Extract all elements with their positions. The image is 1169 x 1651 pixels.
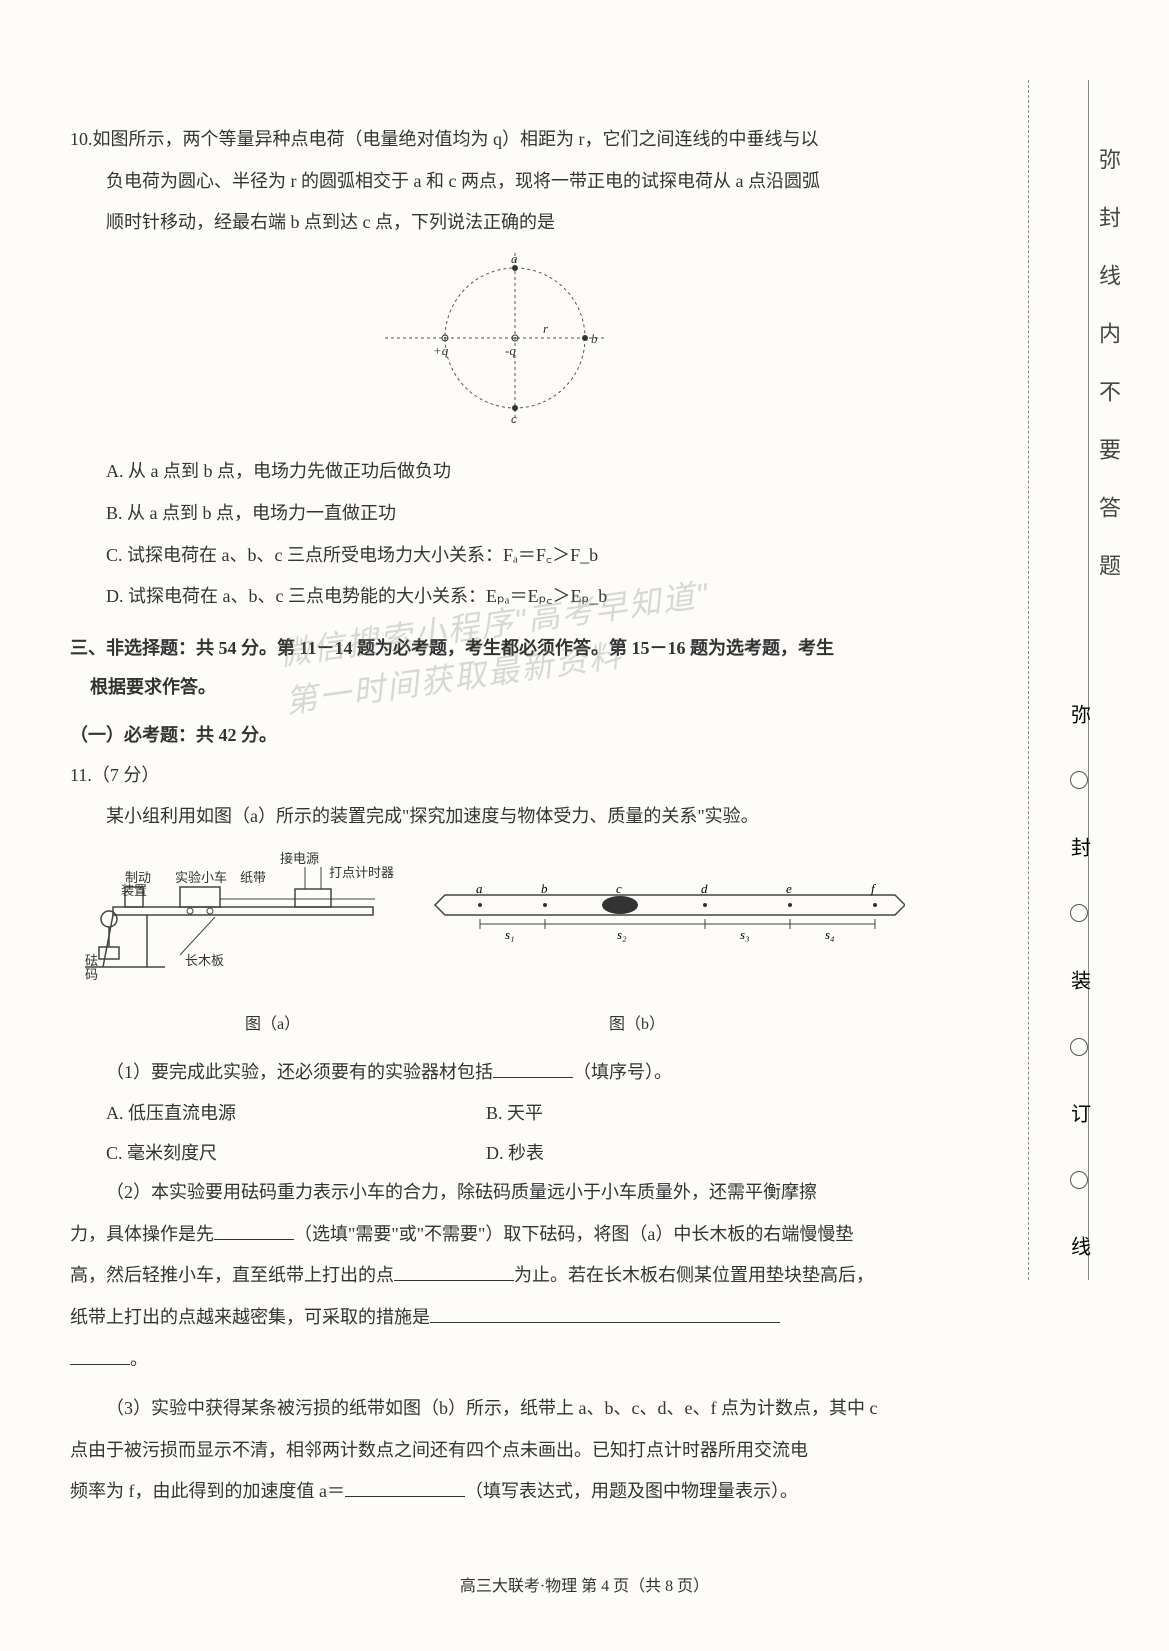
blank-5[interactable] [345, 1476, 465, 1498]
q11-p3-l3: 频率为 f，由此得到的加速度值 a＝ （填写表达式，用题及图中物理量表示）。 [70, 1472, 920, 1512]
svg-text:c: c [511, 411, 517, 423]
binding-circle-icon [1070, 771, 1088, 789]
q10-optB: B. 从 a 点到 b 点，电场力一直做正功 [106, 494, 920, 534]
q10-optC: C. 试探电荷在 a、b、c 三点所受电场力大小关系：Fₐ＝F꜀＞F_b [106, 536, 920, 576]
q10-stem-1: 如图所示，两个等量异种点电荷（电量绝对值均为 q）相距为 r，它们之间连线的中垂… [93, 129, 819, 149]
section3-l2: 根据要求作答。 [90, 668, 920, 708]
svg-text:b: b [591, 331, 598, 346]
svg-text:a: a [476, 881, 483, 896]
binding-outer: 弥 封 装 订 线 [1034, 680, 1124, 1280]
q11-p2-l1: （2）本实验要用砝码重力表示小车的合力，除砝码质量远小于小车质量外，还需平衡摩擦 [106, 1173, 920, 1213]
blank-2[interactable] [214, 1218, 294, 1240]
q11-p2-l3b: 为止。若在长木板右侧某位置用垫块垫高后， [514, 1265, 874, 1285]
q10-optA: A. 从 a 点到 b 点，电场力先做正功后做负功 [106, 452, 920, 492]
svg-text:装置: 装置 [121, 883, 147, 898]
svg-text:纸带: 纸带 [240, 870, 266, 885]
binding-circle-icon [1070, 1038, 1088, 1056]
q11-stem: 某小组利用如图（a）所示的装置完成"探究加速度与物体受力、质量的关系"实验。 [106, 797, 920, 837]
svg-text:s₁: s₁ [505, 927, 515, 942]
fig-b-caption: 图（b） [609, 1007, 665, 1042]
binding-char-4: 订 [1065, 1103, 1094, 1123]
svg-text:c: c [616, 881, 622, 896]
q11-p3-l1: （3）实验中获得某条被污损的纸带如图（b）所示，纸带上 a、b、c、d、e、f … [106, 1389, 920, 1429]
blank-3[interactable] [394, 1260, 514, 1282]
q10-number: 10. [70, 129, 93, 149]
svg-text:砝: 砝 [85, 953, 98, 968]
binding-char-2: 封 [1065, 837, 1094, 857]
q11-p1: （1）要完成此实验，还必须要有的实验器材包括 （填序号）。 [106, 1053, 920, 1093]
q11-points: （7 分） [92, 765, 160, 785]
question-10: 10.如图所示，两个等量异种点电荷（电量绝对值均为 q）相距为 r，它们之间连线… [70, 120, 920, 617]
content-area: 10.如图所示，两个等量异种点电荷（电量绝对值均为 q）相距为 r，它们之间连线… [70, 120, 920, 1512]
q11-p2-l4: 纸带上打出的点越来越密集，可采取的措施是 [70, 1298, 920, 1338]
page-footer: 高三大联考·物理 第 4 页（共 8 页） [0, 1572, 1169, 1596]
binding-circle-icon [1070, 1171, 1088, 1189]
q11-p2-l3a: 高，然后轻推小车，直至纸带上打出的点 [70, 1265, 394, 1285]
svg-text:f: f [871, 881, 877, 896]
svg-text:-q: -q [505, 343, 516, 358]
svg-text:接电源: 接电源 [280, 851, 319, 866]
q11-p1-optC: C. 毫米刻度尺 [106, 1134, 486, 1174]
section3-sub: （一）必考题：共 42 分。 [70, 716, 920, 756]
q10-stem-3: 顺时针移动，经最右端 b 点到达 c 点，下列说法正确的是 [106, 203, 920, 243]
q11-p2-l2: 力，具体操作是先 （选填"需要"或"不需要"）取下砝码，将图（a）中长木板的右端慢… [70, 1215, 920, 1255]
svg-text:+q: +q [433, 343, 449, 358]
svg-text:长木板: 长木板 [185, 953, 224, 968]
blank-4b[interactable] [70, 1343, 130, 1365]
svg-text:实验小车: 实验小车 [175, 870, 227, 885]
section3-header: 三、非选择题：共 54 分。第 11－14 题为必考题，考生都必须作答。第 15… [70, 629, 920, 708]
q10-stem-2: 负电荷为圆心、半径为 r 的圆弧相交于 a 和 c 两点，现将一带正电的试探电荷… [106, 162, 920, 202]
binding-area: 弥封线内不要答题 弥 封 装 订 线 [1034, 80, 1124, 1280]
q11-p1-optD: D. 秒表 [486, 1134, 866, 1174]
svg-text:e: e [786, 881, 792, 896]
experiment-svg: 制动 装置 实验小车 纸带 接电源 打点计时器 砝 码 长木板 a b [85, 847, 905, 987]
svg-text:s₂: s₂ [617, 927, 627, 942]
q11-p3-l3b: （填写表达式，用题及图中物理量表示）。 [465, 1481, 798, 1501]
q11-diagram: 制动 装置 实验小车 纸带 接电源 打点计时器 砝 码 长木板 a b [70, 847, 920, 1043]
binding-inner-text: 弥封线内不要答题 [1034, 80, 1124, 680]
binding-circle-icon [1070, 904, 1088, 922]
section3-l1: 三、非选择题：共 54 分。第 11－14 题为必考题，考生都必须作答。第 15… [70, 629, 920, 669]
q11-p1-stem: （1）要完成此实验，还必须要有的实验器材包括 [106, 1062, 493, 1082]
binding-char-1: 弥 [1065, 704, 1094, 724]
q11-number: 11. [70, 765, 92, 785]
q11-p1-opts-row1: A. 低压直流电源 B. 天平 [106, 1094, 920, 1134]
q11-p2-hint: （选填"需要"或"不需要"） [294, 1224, 503, 1244]
q11-p3-l3a: 频率为 f，由此得到的加速度值 a＝ [70, 1481, 345, 1501]
q11-p1-tail: （填序号）。 [573, 1062, 672, 1082]
svg-text:s₃: s₃ [740, 927, 750, 942]
q11-p3-l2: 点由于被污损而显示不清，相邻两计数点之间还有四个点未画出。已知打点计时器所用交流… [70, 1431, 920, 1471]
q11-p1-opts-row2: C. 毫米刻度尺 D. 秒表 [106, 1134, 920, 1174]
fig-a-caption: 图（a） [245, 1007, 300, 1042]
svg-text:a: a [511, 253, 518, 266]
q11-p2-l3: 高，然后轻推小车，直至纸带上打出的点 为止。若在长木板右侧某位置用垫块垫高后， [70, 1256, 920, 1296]
q11-p1-optB: B. 天平 [486, 1094, 866, 1134]
q11-p1-optA: A. 低压直流电源 [106, 1094, 486, 1134]
svg-text:码: 码 [85, 967, 98, 982]
svg-text:d: d [701, 881, 708, 896]
q11-p2-l2a: 力，具体操作是先 [70, 1224, 214, 1244]
q11-p2-l4-text: 纸带上打出的点越来越密集，可采取的措施是 [70, 1307, 430, 1327]
q10-diagram: +q -q a b c r [70, 253, 920, 438]
blank-4[interactable] [430, 1301, 780, 1323]
binding-char-5: 线 [1065, 1236, 1094, 1256]
blank-1[interactable] [493, 1056, 573, 1078]
svg-text:打点计时器: 打点计时器 [329, 865, 394, 880]
binding-dashed-line [1028, 80, 1029, 1280]
q11-p2-blank-cont: 。 [70, 1340, 920, 1380]
q10-options: A. 从 a 点到 b 点，电场力先做正功后做负功 B. 从 a 点到 b 点，… [106, 452, 920, 616]
binding-char-3: 装 [1065, 970, 1094, 990]
page: 10.如图所示，两个等量异种点电荷（电量绝对值均为 q）相距为 r，它们之间连线… [0, 0, 1169, 1651]
q10-optD: D. 试探电荷在 a、b、c 三点电势能的大小关系：Eₚₐ＝Eₚ꜀＞Eₚ_b [106, 577, 920, 617]
svg-text:s₄: s₄ [825, 927, 835, 942]
svg-text:r: r [543, 321, 549, 336]
question-11: 11.（7 分） 某小组利用如图（a）所示的装置完成"探究加速度与物体受力、质量… [70, 756, 920, 1513]
circle-diagram-svg: +q -q a b c r [385, 253, 605, 423]
q11-p2-l2b: 取下砝码，将图（a）中长木板的右端慢慢垫 [503, 1224, 853, 1244]
svg-text:b: b [541, 881, 548, 896]
